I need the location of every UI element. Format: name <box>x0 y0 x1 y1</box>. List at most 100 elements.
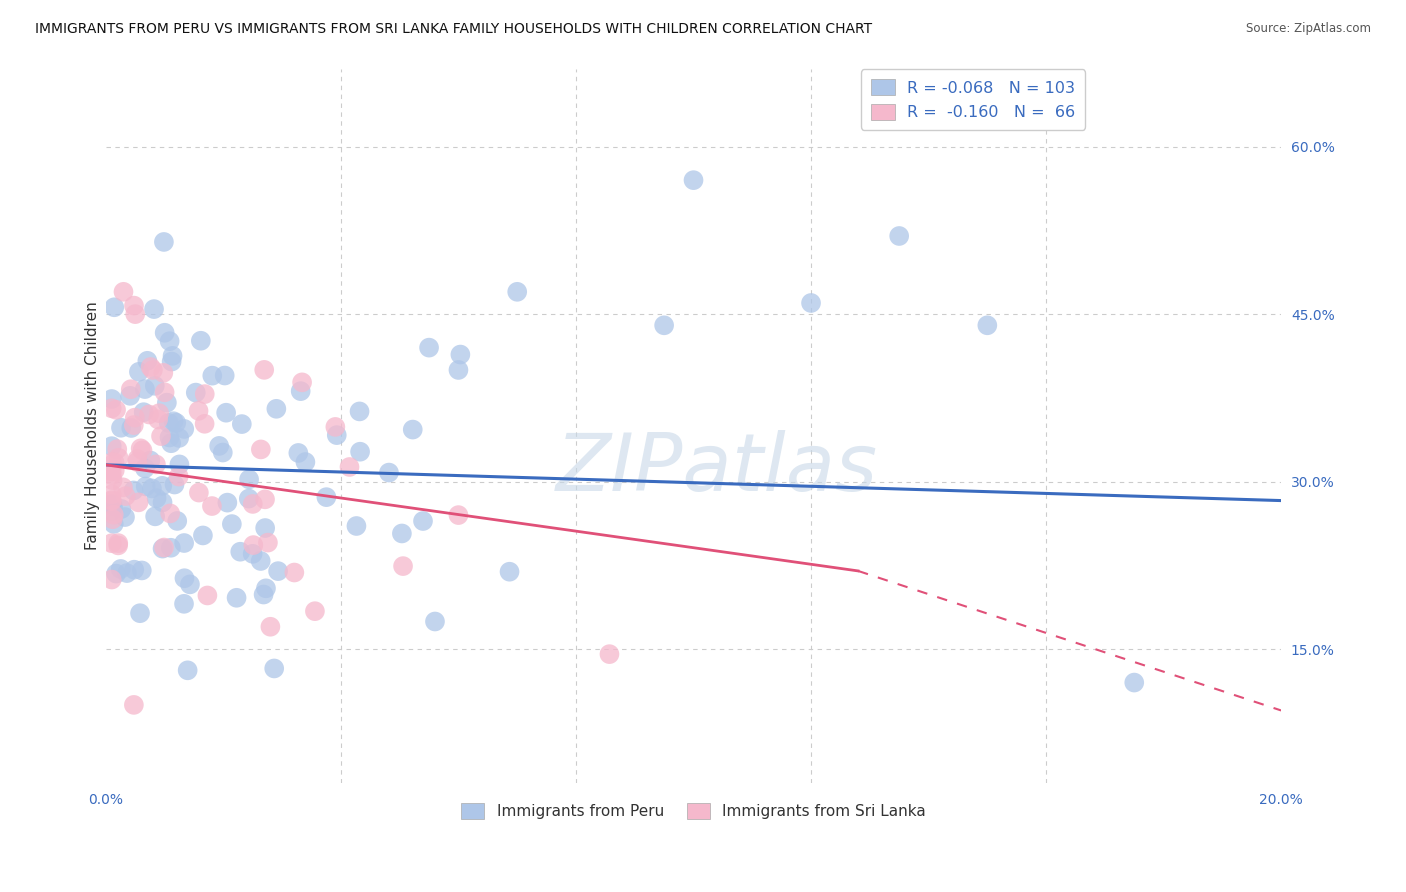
Point <box>127 455 149 469</box>
Point <box>100 487 122 501</box>
Point <box>129 442 152 456</box>
Point <box>160 541 183 555</box>
Point <box>211 445 233 459</box>
Point <box>139 359 162 374</box>
Point <box>215 406 238 420</box>
Point <box>402 423 425 437</box>
Point <box>447 508 470 522</box>
Point <box>129 606 152 620</box>
Point <box>221 517 243 532</box>
Point <box>148 406 170 420</box>
Point <box>103 508 125 522</box>
Point <box>167 431 190 445</box>
Point <box>257 535 280 549</box>
Point <box>287 446 309 460</box>
Point <box>166 514 188 528</box>
Point <box>143 509 166 524</box>
Point <box>266 401 288 416</box>
Point <box>122 299 145 313</box>
Point <box>136 353 159 368</box>
Point <box>169 458 191 472</box>
Point <box>131 443 153 458</box>
Point <box>101 512 124 526</box>
Point <box>139 453 162 467</box>
Point <box>263 661 285 675</box>
Point <box>122 418 145 433</box>
Point <box>250 442 273 457</box>
Point <box>153 235 176 249</box>
Point <box>889 229 911 244</box>
Point <box>150 429 173 443</box>
Point <box>162 414 184 428</box>
Point <box>105 566 128 581</box>
Point <box>217 495 239 509</box>
Point <box>159 507 181 521</box>
Point <box>173 571 195 585</box>
Text: IMMIGRANTS FROM PERU VS IMMIGRANTS FROM SRI LANKA FAMILY HOUSEHOLDS WITH CHILDRE: IMMIGRANTS FROM PERU VS IMMIGRANTS FROM … <box>35 22 872 37</box>
Point <box>152 541 174 556</box>
Point <box>173 597 195 611</box>
Point <box>134 461 156 475</box>
Point <box>290 384 312 399</box>
Point <box>153 385 176 400</box>
Point <box>391 526 413 541</box>
Point <box>100 464 122 478</box>
Point <box>173 422 195 436</box>
Point <box>252 588 274 602</box>
Point <box>208 439 231 453</box>
Point <box>111 480 134 494</box>
Point <box>191 528 214 542</box>
Point <box>326 428 349 442</box>
Point <box>112 285 135 299</box>
Point <box>153 541 176 555</box>
Point <box>238 472 260 486</box>
Point <box>294 455 316 469</box>
Point <box>110 562 132 576</box>
Point <box>120 382 142 396</box>
Point <box>110 502 132 516</box>
Point <box>100 504 122 518</box>
Point <box>107 538 129 552</box>
Point <box>135 479 157 493</box>
Point <box>652 318 675 333</box>
Point <box>105 402 128 417</box>
Point <box>138 408 160 422</box>
Point <box>100 439 122 453</box>
Point <box>100 573 122 587</box>
Point <box>176 663 198 677</box>
Point <box>259 620 281 634</box>
Point <box>142 363 165 377</box>
Point <box>150 479 173 493</box>
Point <box>160 436 183 450</box>
Point <box>100 455 122 469</box>
Point <box>156 395 179 409</box>
Point <box>100 493 122 508</box>
Point <box>184 385 207 400</box>
Point <box>104 463 127 477</box>
Point <box>145 491 167 505</box>
Point <box>304 604 326 618</box>
Point <box>124 307 146 321</box>
Point <box>128 495 150 509</box>
Point <box>132 405 155 419</box>
Point <box>122 698 145 712</box>
Point <box>349 444 371 458</box>
Point <box>242 547 264 561</box>
Point <box>253 363 276 377</box>
Point <box>100 468 122 483</box>
Point <box>225 591 247 605</box>
Point <box>194 387 217 401</box>
Point <box>349 404 371 418</box>
Point <box>506 285 529 299</box>
Point <box>315 490 337 504</box>
Point <box>124 410 146 425</box>
Point <box>153 326 176 340</box>
Point <box>229 545 252 559</box>
Point <box>103 516 125 531</box>
Point <box>100 494 122 508</box>
Point <box>378 466 401 480</box>
Point <box>128 365 150 379</box>
Text: Source: ZipAtlas.com: Source: ZipAtlas.com <box>1246 22 1371 36</box>
Point <box>145 458 167 472</box>
Point <box>127 452 149 467</box>
